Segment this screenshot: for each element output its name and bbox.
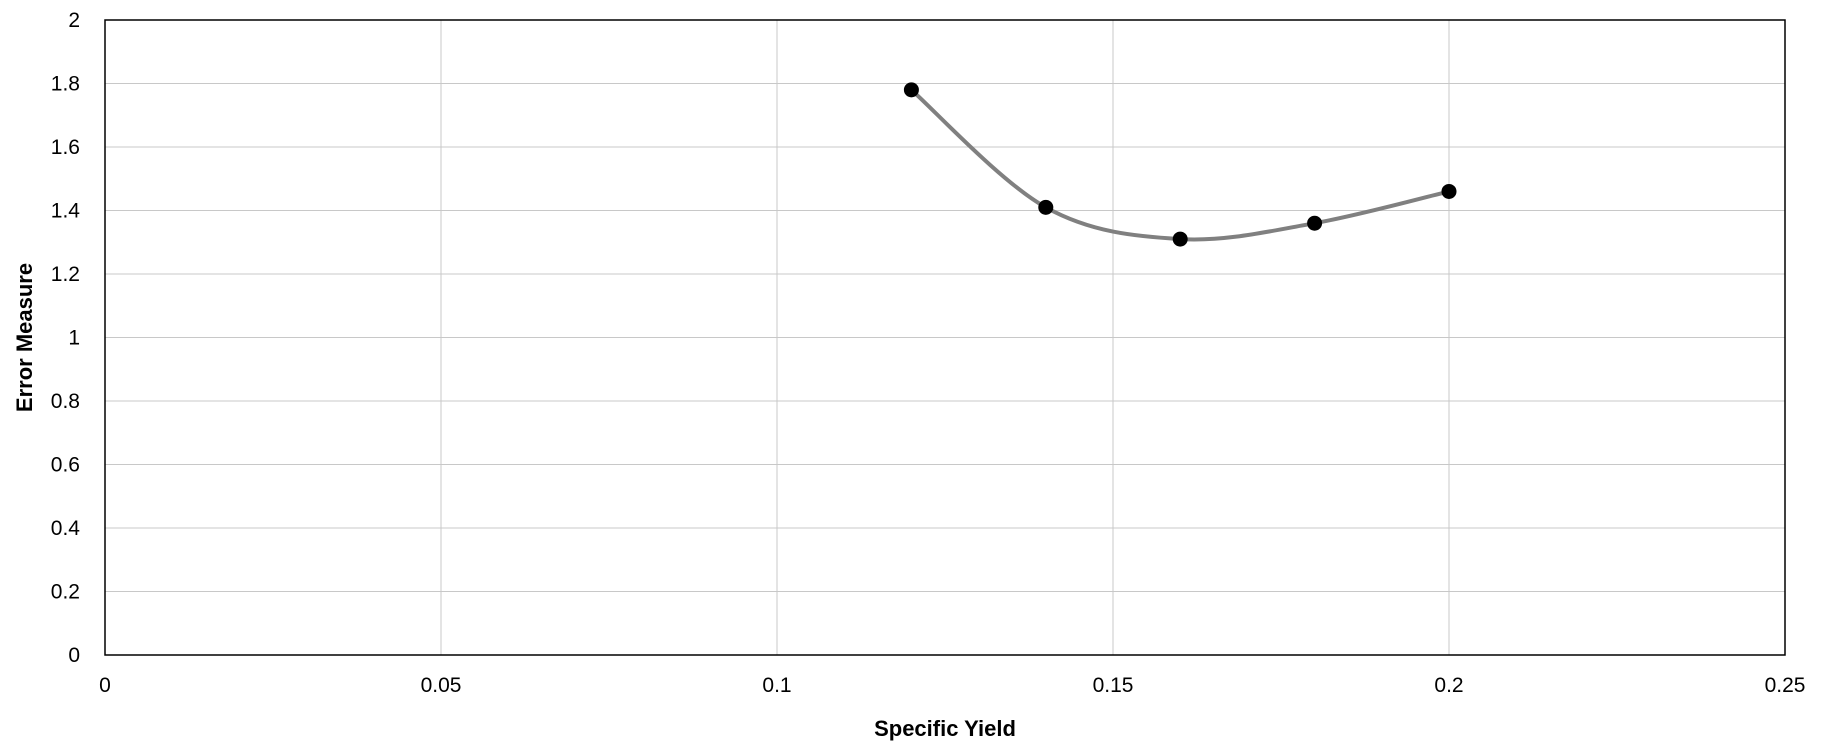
series-line [909,87,1451,242]
data-point [1038,199,1054,215]
data-point [1172,231,1188,247]
y-tick-label: 0.4 [51,517,81,540]
data-point [1441,183,1457,199]
x-tick-label: 0.05 [421,674,462,697]
y-tick-label: 1.6 [51,136,80,159]
data-series [903,82,1457,247]
x-tick-label: 0.2 [1434,674,1463,697]
y-tick-label: 1.8 [51,73,80,96]
x-axis-title: Specific Yield [874,716,1016,741]
plot-area-border [104,19,1786,656]
y-tick-label: 0.8 [51,390,80,413]
y-tick-label: 2 [68,9,80,32]
y-axis-title: Error Measure [12,263,37,412]
tick-labels: 0 0.05 0.1 0.15 0.2 0.25 0 0.2 0.4 0.6 0.8 1 1.2 1.4 1… [51,9,1806,697]
y-tick-label: 1.4 [51,200,81,223]
y-tick-label: 0.6 [51,454,80,477]
gridlines [104,19,1786,656]
x-tick-label: 0.15 [1093,674,1134,697]
data-point [903,82,919,98]
y-tick-label: 0 [68,644,80,667]
x-tick-label: 0 [99,674,111,697]
data-point [1307,215,1323,231]
y-tick-label: 1 [68,327,80,350]
x-tick-label: 0.1 [762,674,791,697]
y-tick-label: 0.2 [51,581,80,604]
x-tick-label: 0.25 [1765,674,1806,697]
y-tick-label: 1.2 [51,263,80,286]
